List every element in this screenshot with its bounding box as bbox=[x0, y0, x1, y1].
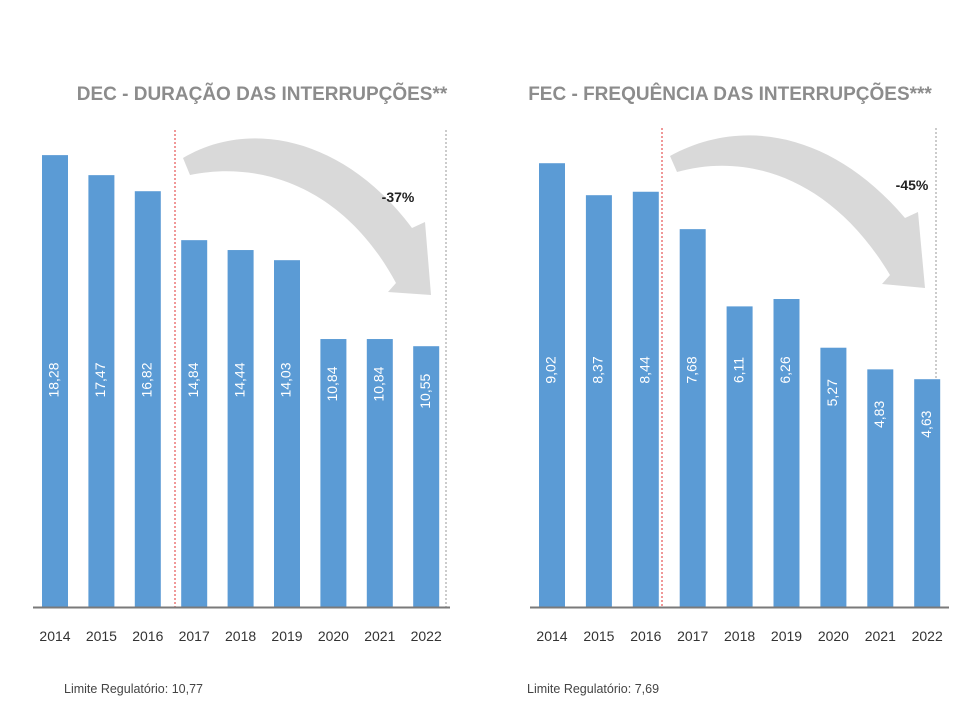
bar-2016 bbox=[134, 191, 161, 607]
bar-2020 bbox=[820, 347, 847, 607]
bar-2016 bbox=[632, 191, 659, 607]
value-label: 5,27 bbox=[824, 379, 840, 406]
chart-title: FEC - FREQUÊNCIA DAS INTERRUPÇÕES*** bbox=[528, 83, 932, 105]
regulatory-limit-note: Limite Regulatório: 10,77 bbox=[64, 682, 203, 696]
bar-2022 bbox=[914, 379, 941, 607]
bar-2014 bbox=[539, 163, 565, 607]
value-label: 4,63 bbox=[918, 410, 934, 437]
x-tick-label: 2019 bbox=[271, 628, 302, 644]
x-tick-label: 2020 bbox=[818, 628, 849, 644]
value-label: 14,03 bbox=[278, 362, 294, 397]
x-tick-label: 2022 bbox=[912, 628, 943, 644]
bar-2019 bbox=[773, 299, 800, 607]
chart-title: DEC - DURAÇÃO DAS INTERRUPÇÕES** bbox=[77, 83, 448, 105]
bar-2017 bbox=[181, 240, 208, 607]
chart-fec: FEC - FREQUÊNCIA DAS INTERRUPÇÕES*** 9,02… bbox=[527, 83, 949, 696]
x-tick-label: 2019 bbox=[771, 628, 802, 644]
x-tick-label: 2018 bbox=[225, 628, 256, 644]
x-tick-label: 2016 bbox=[630, 628, 661, 644]
bar-2020 bbox=[320, 339, 347, 607]
bar-2018 bbox=[227, 250, 254, 607]
x-tick-label: 2020 bbox=[318, 628, 349, 644]
value-label: 14,84 bbox=[185, 362, 201, 397]
trend-arrow-icon bbox=[183, 138, 431, 295]
x-tick-label: 2015 bbox=[86, 628, 117, 644]
bar-2017 bbox=[679, 229, 706, 608]
value-label: 14,44 bbox=[231, 362, 247, 397]
value-label: 4,83 bbox=[871, 401, 887, 428]
change-label: -45% bbox=[896, 177, 929, 193]
value-label: 16,82 bbox=[139, 362, 155, 397]
bar-2018 bbox=[726, 306, 753, 607]
value-label: 8,44 bbox=[637, 356, 653, 383]
value-label: 10,84 bbox=[324, 366, 340, 401]
bar-2022 bbox=[413, 346, 440, 607]
change-label: -37% bbox=[382, 189, 415, 205]
bar-2015 bbox=[585, 195, 612, 608]
bar-2015 bbox=[88, 175, 115, 607]
x-tick-label: 2014 bbox=[39, 628, 70, 644]
value-label: 9,02 bbox=[543, 356, 559, 383]
value-label: 6,11 bbox=[730, 357, 746, 383]
bar-2014 bbox=[42, 155, 68, 607]
regulatory-limit-note: Limite Regulatório: 7,69 bbox=[527, 682, 659, 696]
value-label: 18,28 bbox=[46, 362, 62, 397]
bar-2021 bbox=[867, 369, 894, 607]
x-tick-label: 2014 bbox=[536, 628, 567, 644]
value-label: 6,26 bbox=[777, 356, 793, 383]
x-tick-label: 2021 bbox=[865, 628, 896, 644]
value-label: 10,84 bbox=[371, 366, 387, 401]
x-tick-label: 2017 bbox=[179, 628, 210, 644]
x-tick-label: 2017 bbox=[677, 628, 708, 644]
chart-dec: DEC - DURAÇÃO DAS INTERRUPÇÕES** 18,28 201… bbox=[33, 83, 450, 696]
value-label: 8,37 bbox=[590, 356, 606, 383]
x-tick-label: 2016 bbox=[132, 628, 163, 644]
bar-2021 bbox=[366, 339, 393, 607]
x-tick-label: 2015 bbox=[583, 628, 614, 644]
value-label: 7,68 bbox=[683, 356, 699, 383]
x-tick-label: 2021 bbox=[364, 628, 395, 644]
trend-arrow-icon bbox=[670, 135, 925, 288]
x-tick-label: 2022 bbox=[411, 628, 442, 644]
value-label: 10,55 bbox=[417, 373, 433, 408]
value-label: 17,47 bbox=[92, 362, 108, 397]
bar-2019 bbox=[274, 260, 300, 607]
x-tick-label: 2018 bbox=[724, 628, 755, 644]
